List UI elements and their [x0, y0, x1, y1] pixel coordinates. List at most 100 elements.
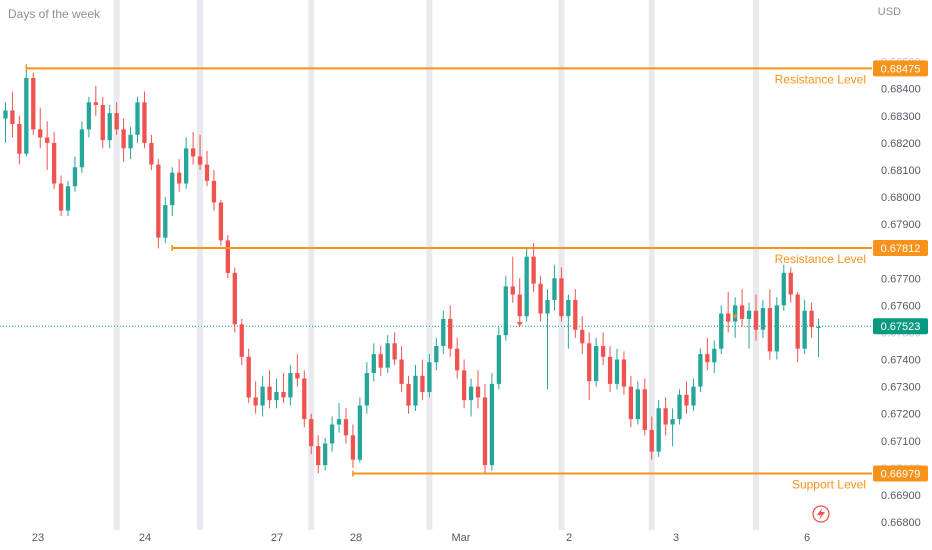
candle-body	[698, 354, 703, 387]
lightning-bolt-icon[interactable]	[812, 505, 830, 523]
time-axis[interactable]: 23 24 27 28 Mar 2 3 6	[32, 532, 810, 544]
candle-body	[760, 308, 766, 330]
candle-body	[343, 419, 349, 436]
day-separator	[752, 0, 759, 530]
price-tick-label: 0.68200	[881, 138, 921, 150]
candle-body	[552, 278, 557, 300]
candle-body	[663, 408, 668, 425]
candle	[392, 332, 397, 365]
candle-body	[17, 123, 22, 154]
candle	[684, 381, 689, 414]
candle	[635, 381, 641, 425]
candle-body	[170, 172, 175, 206]
candle	[503, 275, 508, 341]
candle-body	[726, 313, 731, 322]
candle-body	[253, 397, 258, 406]
candle-body	[739, 305, 745, 319]
candle-body	[642, 389, 647, 430]
candle-body	[121, 129, 126, 149]
candle-body	[392, 343, 397, 360]
candle	[642, 378, 647, 436]
candle	[698, 348, 703, 393]
level-price-text: 0.68475	[881, 63, 921, 75]
candle	[142, 91, 147, 149]
candle-body	[142, 102, 147, 143]
candle	[587, 332, 592, 401]
candle-body	[621, 359, 627, 387]
candle	[163, 197, 168, 244]
candle-body	[691, 386, 696, 406]
price-axis[interactable]: 0.668000.669000.670000.671000.672000.673…	[881, 57, 921, 529]
candle-body	[246, 356, 251, 398]
price-tick-label: 0.68400	[881, 84, 921, 96]
candle	[468, 378, 474, 417]
candle-body	[559, 278, 564, 317]
current-price-badge	[873, 318, 928, 335]
candle	[58, 175, 64, 217]
candle	[100, 96, 105, 149]
candle	[788, 267, 793, 303]
candle-body	[600, 345, 606, 357]
candle-body	[336, 419, 342, 425]
candle-body	[489, 383, 495, 466]
candle	[656, 400, 661, 458]
candle-body	[413, 375, 418, 406]
candle-body	[468, 386, 474, 401]
candle-body	[461, 370, 467, 401]
candle-body	[357, 405, 363, 460]
candle	[489, 373, 495, 471]
candle-body	[420, 375, 425, 393]
candle-body	[774, 305, 779, 352]
candle-body	[364, 373, 369, 406]
time-tick-label: 23	[32, 532, 44, 544]
candle	[378, 345, 383, 376]
candle	[267, 370, 272, 409]
candle-body	[232, 272, 237, 325]
candle	[225, 234, 231, 279]
candle	[329, 416, 335, 452]
candle-body	[448, 318, 453, 349]
candle	[197, 134, 203, 170]
candle-body	[100, 104, 105, 141]
candle	[677, 389, 682, 425]
candle-body	[587, 343, 592, 382]
candle	[663, 397, 668, 436]
candle-body	[802, 310, 807, 349]
candle	[746, 302, 752, 349]
candle	[448, 305, 453, 357]
candle-body	[517, 294, 522, 317]
candle	[350, 424, 356, 468]
candle	[802, 299, 807, 355]
candle-body	[496, 335, 502, 384]
candle-body	[197, 156, 203, 165]
signal-marker	[732, 314, 739, 319]
level-price-badge	[873, 60, 928, 77]
candle-body	[316, 446, 321, 466]
candle	[183, 137, 189, 189]
candle-body	[705, 354, 710, 363]
candle-body	[211, 180, 217, 203]
candle	[399, 345, 404, 393]
candle-body	[656, 408, 661, 452]
candle-body	[183, 148, 189, 184]
candle	[531, 243, 536, 292]
candle	[253, 381, 258, 414]
time-tick-label: 2	[566, 532, 572, 544]
candle	[482, 383, 488, 474]
level-price-text: 0.67812	[881, 243, 921, 255]
candle	[107, 104, 112, 149]
candle-body	[746, 310, 752, 319]
candle	[10, 91, 15, 138]
day-separator	[308, 0, 315, 530]
candle	[38, 107, 43, 149]
candle-body	[538, 283, 543, 314]
candle	[24, 64, 29, 157]
candle	[65, 180, 71, 217]
candle	[774, 297, 779, 360]
time-tick-label: 3	[673, 532, 679, 544]
candle-body	[163, 205, 168, 238]
candle-body	[475, 386, 481, 398]
candle-body	[684, 394, 689, 406]
candle	[232, 267, 237, 333]
